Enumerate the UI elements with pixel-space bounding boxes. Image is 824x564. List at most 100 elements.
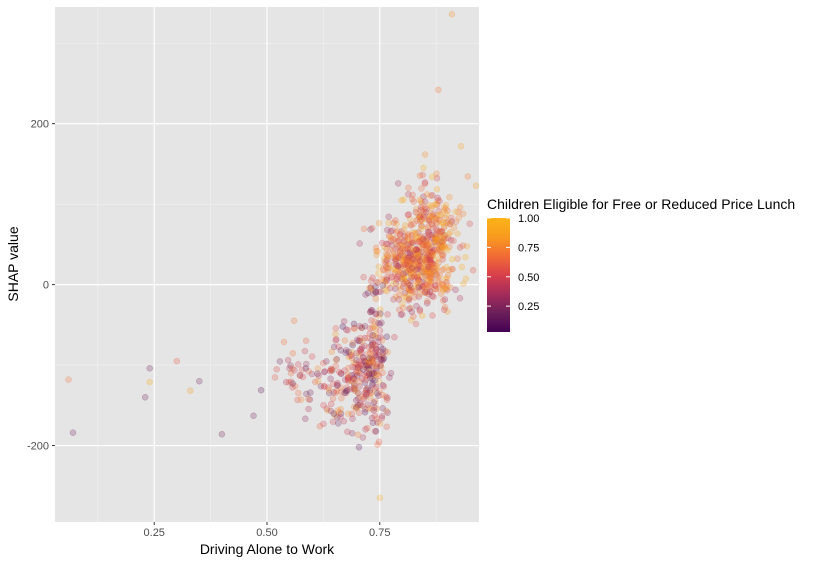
data-point bbox=[350, 375, 357, 382]
data-point bbox=[416, 196, 423, 204]
data-point bbox=[371, 427, 379, 435]
data-point bbox=[426, 280, 434, 288]
data-point bbox=[389, 254, 396, 261]
data-point bbox=[361, 334, 369, 342]
data-point bbox=[374, 419, 381, 426]
data-point bbox=[375, 319, 382, 327]
data-point bbox=[401, 274, 408, 281]
data-point bbox=[282, 378, 290, 386]
data-point bbox=[427, 192, 434, 200]
data-point bbox=[404, 230, 412, 238]
data-point bbox=[173, 357, 181, 365]
data-point bbox=[427, 269, 434, 276]
data-point bbox=[426, 231, 433, 238]
data-point bbox=[375, 438, 383, 446]
data-point bbox=[298, 366, 306, 373]
data-point bbox=[374, 389, 381, 397]
data-point bbox=[423, 254, 430, 261]
data-point bbox=[371, 384, 378, 392]
data-point bbox=[421, 256, 428, 263]
data-point bbox=[362, 291, 369, 298]
data-point bbox=[364, 424, 371, 432]
data-point bbox=[408, 256, 416, 263]
data-point bbox=[420, 164, 427, 172]
data-point bbox=[302, 365, 310, 372]
data-point bbox=[442, 201, 450, 209]
data-point bbox=[355, 443, 363, 451]
data-point bbox=[348, 377, 355, 384]
data-point bbox=[424, 297, 431, 305]
data-point bbox=[411, 248, 418, 255]
data-point bbox=[379, 391, 386, 399]
data-point bbox=[404, 269, 412, 276]
data-point bbox=[403, 278, 410, 286]
data-point bbox=[363, 390, 371, 397]
data-point bbox=[413, 234, 421, 242]
data-point bbox=[456, 204, 464, 211]
data-point bbox=[423, 282, 431, 289]
data-point bbox=[425, 283, 433, 291]
data-point bbox=[399, 273, 407, 281]
data-point bbox=[314, 365, 322, 372]
data-point bbox=[433, 265, 440, 273]
data-point bbox=[404, 245, 411, 253]
data-point bbox=[427, 248, 435, 256]
data-point bbox=[373, 346, 380, 353]
data-point bbox=[406, 282, 414, 289]
data-point bbox=[438, 250, 446, 257]
data-point bbox=[442, 275, 449, 283]
data-point bbox=[418, 225, 425, 232]
data-point bbox=[351, 387, 359, 394]
data-point bbox=[396, 230, 404, 238]
data-point bbox=[404, 233, 412, 240]
data-point bbox=[367, 308, 374, 316]
data-point bbox=[373, 405, 381, 412]
data-point bbox=[407, 277, 414, 285]
data-point bbox=[425, 254, 433, 262]
data-point bbox=[383, 407, 390, 415]
data-point bbox=[341, 337, 349, 344]
data-point bbox=[401, 236, 409, 244]
data-point bbox=[376, 321, 384, 328]
data-point bbox=[428, 270, 435, 278]
data-point bbox=[363, 362, 370, 369]
data-point bbox=[397, 286, 404, 293]
data-point bbox=[412, 235, 419, 242]
data-point bbox=[416, 257, 424, 265]
data-point bbox=[422, 247, 430, 254]
data-point bbox=[396, 231, 404, 239]
data-point bbox=[436, 272, 443, 279]
data-point bbox=[327, 366, 335, 374]
data-point bbox=[388, 234, 395, 242]
data-point bbox=[356, 337, 363, 345]
data-point bbox=[431, 201, 439, 208]
data-point bbox=[416, 307, 424, 315]
data-point bbox=[420, 208, 427, 216]
data-point bbox=[356, 322, 364, 330]
data-point bbox=[441, 232, 448, 239]
data-point bbox=[348, 410, 356, 418]
data-point bbox=[371, 376, 378, 384]
data-point bbox=[381, 260, 389, 268]
data-point bbox=[440, 242, 447, 250]
data-point bbox=[394, 254, 402, 262]
data-point bbox=[379, 266, 387, 273]
data-point bbox=[289, 384, 296, 391]
data-point bbox=[421, 283, 428, 291]
data-point bbox=[418, 260, 425, 267]
data-point bbox=[417, 235, 424, 243]
data-point bbox=[448, 266, 456, 273]
data-point bbox=[366, 359, 373, 367]
data-point bbox=[350, 385, 357, 392]
data-point bbox=[444, 218, 452, 225]
data-point bbox=[404, 257, 411, 265]
data-point bbox=[365, 343, 373, 351]
data-point bbox=[392, 241, 400, 248]
data-point bbox=[415, 237, 423, 245]
data-point bbox=[373, 310, 380, 317]
data-point bbox=[422, 268, 430, 275]
data-point bbox=[320, 420, 327, 428]
data-point bbox=[370, 341, 377, 348]
data-point bbox=[352, 360, 359, 368]
data-point bbox=[394, 262, 401, 270]
